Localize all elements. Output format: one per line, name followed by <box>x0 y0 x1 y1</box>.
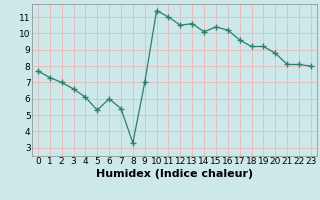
X-axis label: Humidex (Indice chaleur): Humidex (Indice chaleur) <box>96 169 253 179</box>
